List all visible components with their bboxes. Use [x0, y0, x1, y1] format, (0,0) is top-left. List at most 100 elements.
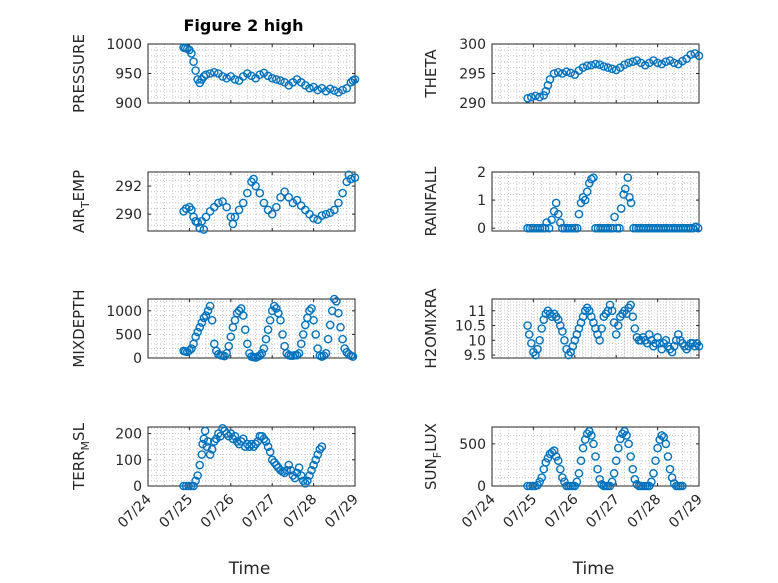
x-tick-label: 07/25 [156, 492, 196, 532]
y-tick-label: 0 [133, 479, 142, 495]
y-tick-label: 300 [459, 37, 486, 53]
y-tick-label: 1 [477, 193, 486, 209]
data-point [350, 173, 360, 182]
data-point [329, 294, 339, 304]
y-axis-label: TERRMSL [70, 422, 92, 491]
data-point [647, 477, 656, 487]
data-point [625, 192, 634, 202]
data-point [527, 92, 536, 102]
data-point [645, 481, 654, 491]
data-point [201, 311, 211, 320]
series-markers [179, 43, 360, 97]
data-point [207, 444, 217, 454]
data-point [605, 481, 615, 491]
data-point [541, 458, 551, 467]
x-tick-label: 07/24 [459, 491, 499, 531]
data-point [261, 437, 271, 446]
data-point [584, 426, 594, 436]
data-point [551, 452, 561, 461]
data-point [611, 65, 621, 75]
data-point [305, 471, 314, 480]
plot-area [148, 427, 355, 486]
data-point [267, 73, 277, 83]
data-point [628, 464, 638, 474]
data-point [653, 58, 662, 68]
data-point [587, 60, 596, 70]
y-tick-label: 295 [459, 67, 486, 83]
data-point [313, 450, 323, 459]
y-tick-label: 0 [477, 221, 486, 237]
data-point [272, 75, 281, 84]
data-point [528, 481, 537, 491]
series-markers [179, 424, 327, 491]
data-point [524, 330, 534, 339]
data-point [247, 71, 256, 81]
data-point [574, 209, 584, 219]
data-point [255, 351, 265, 360]
data-point [535, 335, 544, 345]
data-point [317, 211, 327, 220]
data-point [613, 321, 623, 330]
data-point [189, 212, 198, 222]
data-point [296, 339, 306, 349]
data-point [243, 69, 252, 78]
data-point [298, 330, 308, 339]
data-point [238, 434, 248, 444]
data-point [553, 209, 563, 219]
data-point [535, 223, 545, 233]
plot-area [492, 172, 699, 231]
x-axis-label: Time [228, 559, 271, 579]
y-axis-label: THETA [422, 49, 440, 99]
data-point [523, 321, 532, 330]
data-point [276, 315, 285, 325]
data-point [576, 456, 586, 466]
y-tick-label: 900 [115, 96, 142, 112]
data-point [568, 223, 577, 233]
data-point [205, 69, 215, 78]
x-tick-label: 07/27 [239, 492, 279, 532]
data-point [255, 70, 265, 79]
data-point [645, 58, 654, 68]
subplot-air_temp: 292 290 AIRTEMP [70, 170, 360, 234]
data-point [657, 59, 667, 69]
data-point [332, 297, 341, 306]
data-point [545, 75, 555, 84]
y-tick-label: 500 [115, 327, 142, 343]
data-point [665, 56, 675, 65]
data-point [649, 469, 658, 478]
data-point [272, 202, 281, 212]
data-point [611, 330, 621, 339]
data-point [693, 223, 703, 233]
data-point [203, 437, 213, 446]
subplot-theta: 300 295 290 THETA [422, 37, 704, 112]
subplot-rainfall: 2 1 0 RAINFALL [422, 165, 703, 237]
data-point [615, 223, 624, 233]
data-point [307, 465, 316, 475]
data-point [657, 431, 667, 440]
data-point [205, 450, 215, 459]
data-point [321, 209, 331, 219]
data-point [309, 460, 318, 470]
data-point [537, 324, 546, 333]
data-point [338, 188, 347, 198]
data-point [321, 348, 331, 358]
data-point [632, 56, 642, 65]
data-point [535, 477, 544, 487]
data-point [694, 51, 704, 61]
data-point [591, 59, 600, 69]
data-point [187, 344, 196, 353]
data-point [574, 469, 584, 478]
y-tick-label: 500 [459, 437, 486, 453]
x-tick-label: 07/28 [625, 492, 665, 532]
data-point [307, 304, 316, 313]
data-point [265, 315, 275, 325]
data-point [292, 195, 302, 205]
data-point [282, 465, 291, 475]
data-point [618, 429, 627, 439]
data-point [603, 63, 613, 72]
data-point [218, 72, 227, 81]
x-tick-label: 07/24 [115, 491, 155, 531]
data-point [338, 85, 347, 95]
data-point [566, 68, 575, 78]
